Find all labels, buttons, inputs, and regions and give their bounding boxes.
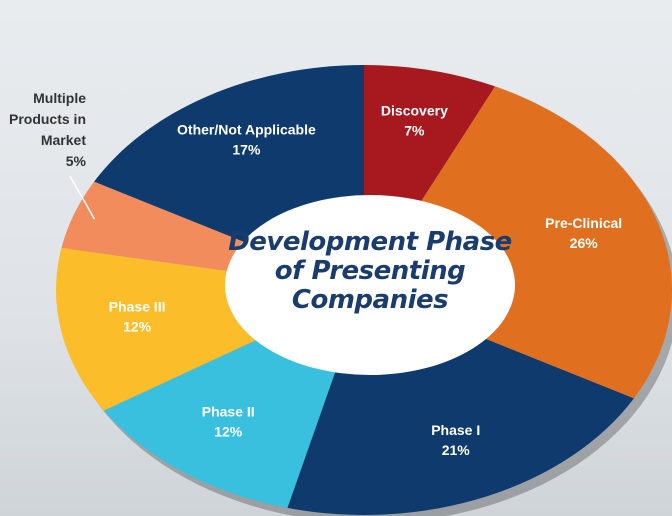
- category-label: Phase II: [202, 404, 255, 420]
- value-label: 7%: [404, 122, 425, 138]
- value-label: 17%: [232, 142, 261, 158]
- category-label: Other/Not Applicable: [177, 122, 316, 138]
- value-label: 5%: [65, 153, 86, 169]
- value-label: 12%: [214, 424, 243, 440]
- value-label: 21%: [442, 442, 471, 458]
- donut-hole: [225, 195, 515, 375]
- value-label: 12%: [123, 319, 152, 335]
- category-label: Phase III: [109, 299, 166, 315]
- category-label: Multiple Products in Market: [8, 90, 86, 148]
- category-label: Discovery: [381, 102, 448, 118]
- category-label: Phase I: [431, 422, 480, 438]
- leader-line: [69, 175, 96, 220]
- slice-label: Multiple Products in Market 5%: [0, 88, 86, 172]
- category-label: Pre-Clinical: [545, 215, 622, 231]
- chart-title: Development Phase of Presenting Companie…: [228, 227, 512, 315]
- value-label: 26%: [570, 235, 599, 251]
